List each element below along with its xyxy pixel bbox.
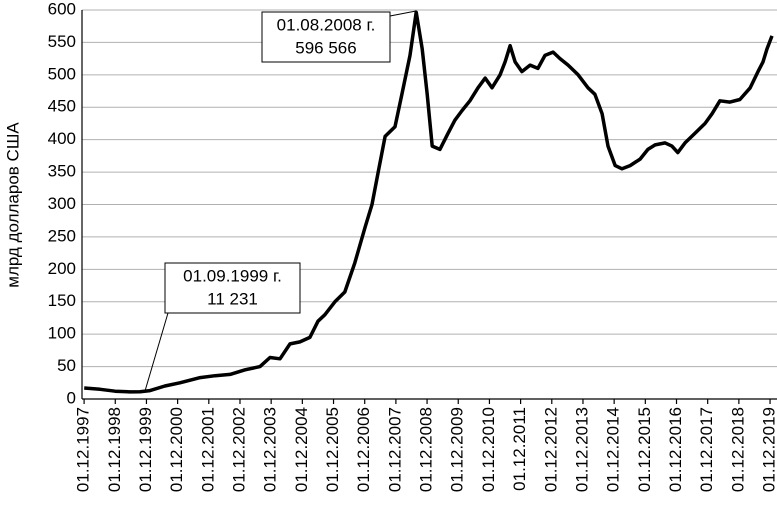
x-tick-label: 01.12.2018 [728, 407, 747, 492]
x-tick-label: 01.12.2017 [697, 407, 716, 492]
annotation-box [261, 11, 391, 63]
annotation-leader [389, 10, 417, 17]
y-tick-label: 550 [48, 32, 76, 51]
y-tick-label: 450 [48, 97, 76, 116]
y-tick-label: 200 [48, 259, 76, 278]
x-tick-label: 01.12.2007 [385, 407, 404, 492]
x-tick-label: 01.12.2012 [541, 407, 560, 492]
x-tick-label: 01.12.2009 [448, 407, 467, 492]
x-tick-label: 01.12.2019 [760, 407, 777, 492]
y-tick-label: 500 [48, 64, 76, 83]
x-tick-label: 01.12.2008 [417, 407, 436, 492]
x-tick-label: 01.12.2000 [167, 407, 186, 492]
x-tick-label: 01.12.2002 [229, 407, 248, 492]
annotation-leader [144, 312, 169, 392]
y-tick-label: 0 [67, 388, 76, 407]
x-tick-label: 01.12.2003 [261, 407, 280, 492]
y-tick-label: 250 [48, 226, 76, 245]
y-tick-label: 600 [48, 0, 76, 18]
y-tick-label: 100 [48, 324, 76, 343]
y-tick-label: 300 [48, 194, 76, 213]
data-line [84, 10, 774, 394]
x-tick-label: 01.12.2014 [604, 407, 623, 492]
x-tick-label: 01.12.2006 [354, 407, 373, 492]
x-tick-label: 01.12.2005 [323, 407, 342, 492]
x-tick-label: 01.12.2004 [292, 407, 311, 492]
x-tick-label: 01.12.1997 [74, 407, 93, 492]
annotation-text: 01.08.2008 г. [277, 15, 376, 34]
y-tick-label: 350 [48, 162, 76, 181]
x-tick-label: 01.12.2015 [635, 407, 654, 492]
y-tick-label: 400 [48, 129, 76, 148]
x-tick-label: 01.12.2011 [510, 407, 529, 491]
x-tick-label: 01.12.2001 [198, 407, 217, 492]
annotation-text: 596 566 [295, 38, 356, 57]
x-tick-label: 01.12.2016 [666, 407, 685, 492]
x-tick-label: 01.12.1999 [136, 407, 155, 492]
y-axis-label: млрд долларов США [3, 122, 22, 288]
x-tick-label: 01.12.2013 [572, 407, 591, 492]
x-tick-label: 01.12.1998 [105, 407, 124, 492]
y-tick-label: 50 [57, 356, 76, 375]
annotation-text: 11 231 [207, 289, 258, 308]
annotation-box [164, 262, 301, 314]
x-tick-label: 01.12.2010 [479, 407, 498, 492]
annotation-text: 01.09.1999 г. [183, 266, 282, 285]
y-tick-label: 150 [48, 291, 76, 310]
